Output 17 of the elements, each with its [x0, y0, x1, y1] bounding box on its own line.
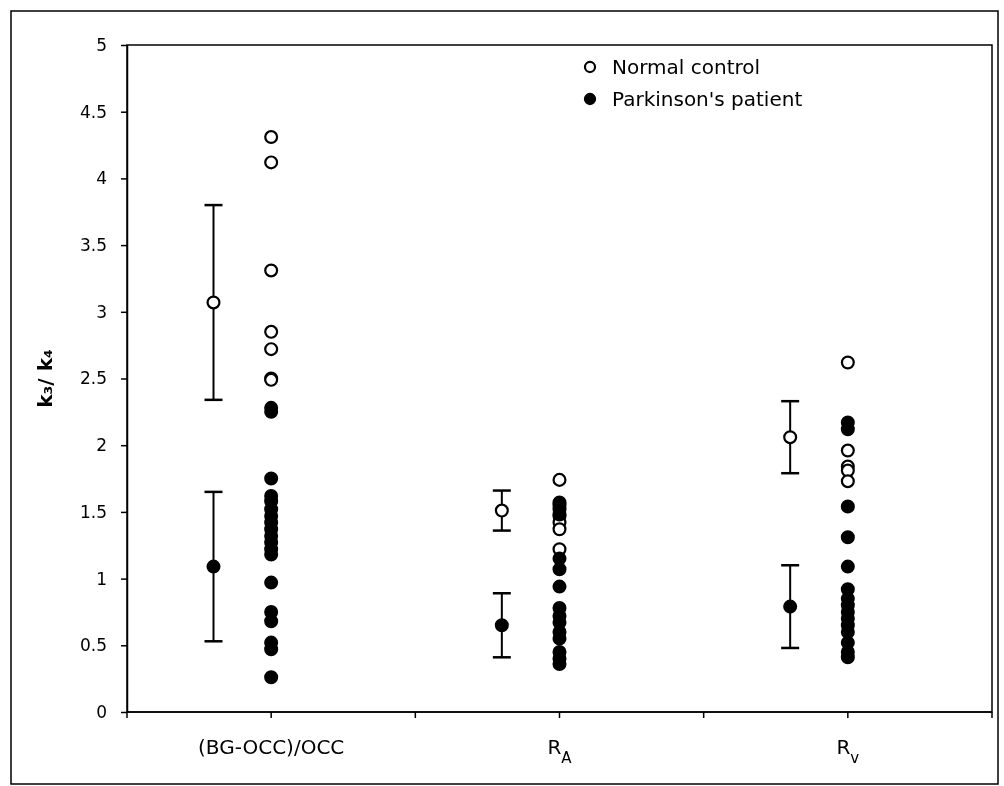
y-tick-label: 2	[96, 435, 107, 456]
legend-label: Parkinson's patient	[612, 87, 803, 111]
y-tick-label: 2.5	[79, 368, 107, 389]
y-axis-title: k₃/ k₄	[33, 349, 57, 408]
x-tick-label: (BG-OCC)/OCC	[198, 735, 345, 759]
x-tick-label: R$_{v}$	[836, 735, 860, 767]
legend-label: Normal control	[612, 55, 761, 79]
y-tick-label: 3	[96, 301, 107, 322]
x-tick-label: R$_{A}$	[547, 735, 573, 767]
y-tick-label: 1	[96, 568, 107, 589]
y-tick-label: 0.5	[79, 635, 107, 656]
y-tick-label: 4.5	[79, 101, 107, 122]
y-tick-label: 0	[96, 701, 107, 722]
y-tick-label: 5	[96, 34, 107, 55]
y-tick-label: 1.5	[79, 501, 107, 522]
y-tick-label: 3.5	[79, 235, 107, 256]
y-tick-label: 4	[96, 168, 107, 189]
